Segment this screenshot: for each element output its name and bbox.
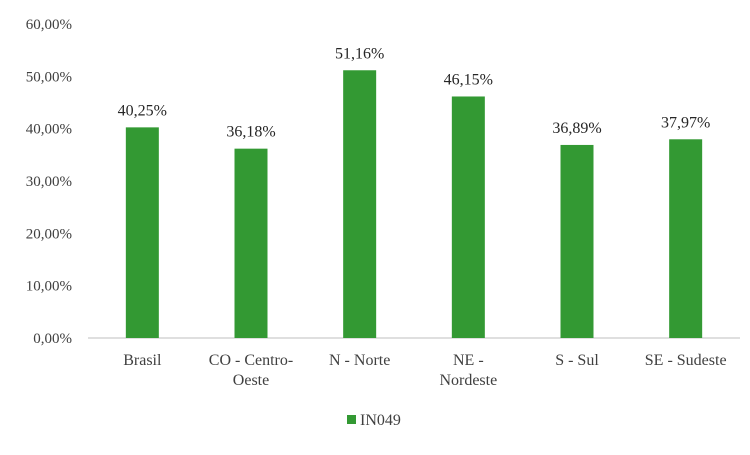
y-tick-label: 10,00% [26, 279, 72, 295]
y-tick-label: 20,00% [26, 226, 72, 242]
data-label: 36,18% [226, 124, 275, 141]
x-tick-label: Brasil [123, 352, 162, 369]
bar [560, 144, 594, 338]
x-tick-label: CO - Centro- [209, 352, 293, 369]
y-tick-label: 60,00% [26, 17, 72, 33]
x-tick-label: NE - [453, 352, 484, 369]
x-tick-label: SE - Sudeste [645, 352, 727, 369]
data-label: 37,97% [661, 114, 710, 131]
x-tick-label: Oeste [233, 372, 269, 389]
bar [451, 96, 485, 339]
legend-label: IN049 [360, 412, 401, 429]
data-label: 40,25% [118, 102, 167, 119]
value-labels: 40,25% 36,18% 51,16% 46,15% 36,89% 37,97% [118, 45, 711, 140]
x-tick-label: S - Sul [555, 352, 599, 369]
x-tick-label: Nordeste [439, 372, 497, 389]
y-tick-label: 0,00% [33, 331, 72, 347]
bar [125, 127, 159, 338]
bar [234, 148, 268, 338]
bar [669, 139, 703, 338]
category-labels: Brasil CO - Centro- Oeste N - Norte NE - Nord… [123, 352, 726, 389]
bars [125, 70, 703, 339]
y-tick-label: 50,00% [26, 69, 72, 85]
data-label: 36,89% [552, 120, 601, 137]
y-axis: 0,00% 10,00% 20,00% 30,00% 40,00% 50,00% 60,00… [26, 17, 72, 347]
y-tick-label: 40,00% [26, 122, 72, 138]
legend: IN049 [347, 412, 401, 429]
y-tick-label: 30,00% [26, 174, 72, 190]
x-tick-label: N - Norte [329, 352, 390, 369]
data-label: 46,15% [444, 71, 493, 88]
bar [343, 70, 377, 338]
legend-swatch [347, 415, 356, 424]
data-label: 51,16% [335, 45, 384, 62]
